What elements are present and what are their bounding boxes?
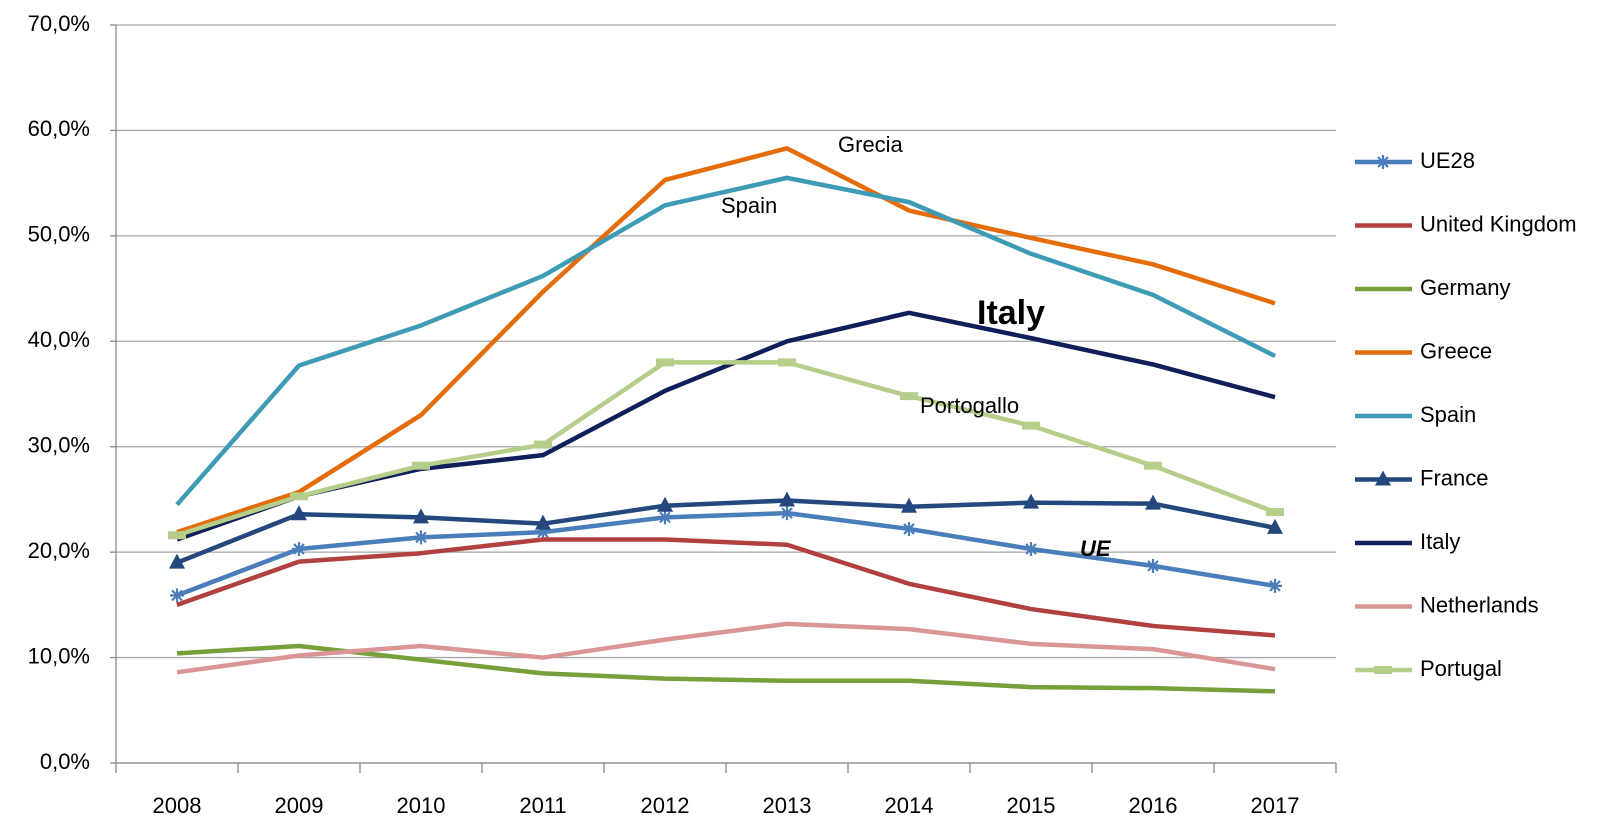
x-tick-label: 2009 — [275, 793, 324, 818]
x-tick-label: 2016 — [1129, 793, 1178, 818]
legend-label: UE28 — [1420, 148, 1475, 173]
y-tick-label: 40,0% — [28, 327, 90, 352]
marker — [657, 496, 673, 512]
line — [176, 537, 1276, 638]
x-tick-label: 2010 — [397, 793, 446, 818]
line — [175, 175, 1277, 507]
marker — [535, 514, 551, 530]
line — [176, 510, 1276, 598]
marker — [901, 497, 917, 513]
marker — [1374, 666, 1392, 674]
marker — [1022, 421, 1040, 430]
series — [176, 146, 1276, 535]
marker — [292, 541, 306, 556]
y-tick-label: 10,0% — [28, 643, 90, 668]
marker — [414, 530, 428, 545]
series — [176, 537, 1276, 638]
marker — [1266, 508, 1284, 517]
marker — [412, 461, 430, 470]
marker — [1146, 558, 1160, 573]
legend-label: France — [1420, 465, 1488, 490]
marker — [778, 358, 796, 367]
marker — [170, 588, 184, 603]
x-tick-label: 2015 — [1007, 793, 1056, 818]
marker — [536, 525, 550, 540]
x-tick-label: 2008 — [153, 793, 202, 818]
legend-label: United Kingdom — [1420, 211, 1577, 236]
line — [176, 360, 1276, 538]
marker — [1375, 470, 1391, 486]
legend-label: Germany — [1420, 275, 1510, 300]
legend-label: Greece — [1420, 338, 1492, 363]
marker — [1144, 461, 1162, 470]
x-tick-label: 2017 — [1251, 793, 1300, 818]
legend-label: Italy — [1420, 529, 1460, 554]
series — [176, 621, 1276, 675]
annotation: Italy — [977, 294, 1045, 332]
x-tick-label: 2012 — [641, 793, 690, 818]
marker — [1376, 155, 1390, 169]
line — [176, 498, 1276, 565]
y-tick-label: 20,0% — [28, 538, 90, 563]
marker — [1268, 578, 1282, 593]
marker — [291, 505, 307, 521]
annotation: Grecia — [838, 132, 904, 157]
y-tick-label: 60,0% — [28, 116, 90, 141]
y-tick-label: 70,0% — [28, 11, 90, 36]
marker — [290, 492, 308, 501]
marker — [169, 553, 185, 569]
marker — [900, 392, 918, 401]
legend-label: Portugal — [1420, 656, 1502, 681]
line — [176, 621, 1276, 675]
marker — [656, 358, 674, 367]
series — [168, 358, 1284, 540]
legend-label: Netherlands — [1420, 592, 1539, 617]
y-tick-label: 30,0% — [28, 433, 90, 458]
annotation: Portogallo — [920, 393, 1019, 418]
marker — [1145, 494, 1161, 510]
annotation: Spain — [721, 193, 777, 218]
x-tick-label: 2013 — [763, 793, 812, 818]
marker — [413, 508, 429, 524]
x-tick-label: 2011 — [519, 793, 566, 818]
marker — [780, 506, 794, 521]
x-tick-label: 2014 — [885, 793, 934, 818]
marker — [1267, 518, 1283, 534]
y-tick-label: 0,0% — [40, 749, 90, 774]
marker — [1024, 541, 1038, 556]
series — [175, 175, 1277, 507]
annotation: UE — [1080, 536, 1112, 561]
legend-label: Spain — [1420, 402, 1476, 427]
marker — [1023, 493, 1039, 509]
series — [170, 506, 1282, 603]
series — [169, 491, 1283, 569]
marker — [779, 491, 795, 507]
marker — [534, 440, 552, 449]
marker — [168, 531, 186, 540]
y-tick-label: 50,0% — [28, 222, 90, 247]
marker — [902, 521, 916, 536]
line — [176, 146, 1276, 535]
marker — [658, 510, 672, 525]
